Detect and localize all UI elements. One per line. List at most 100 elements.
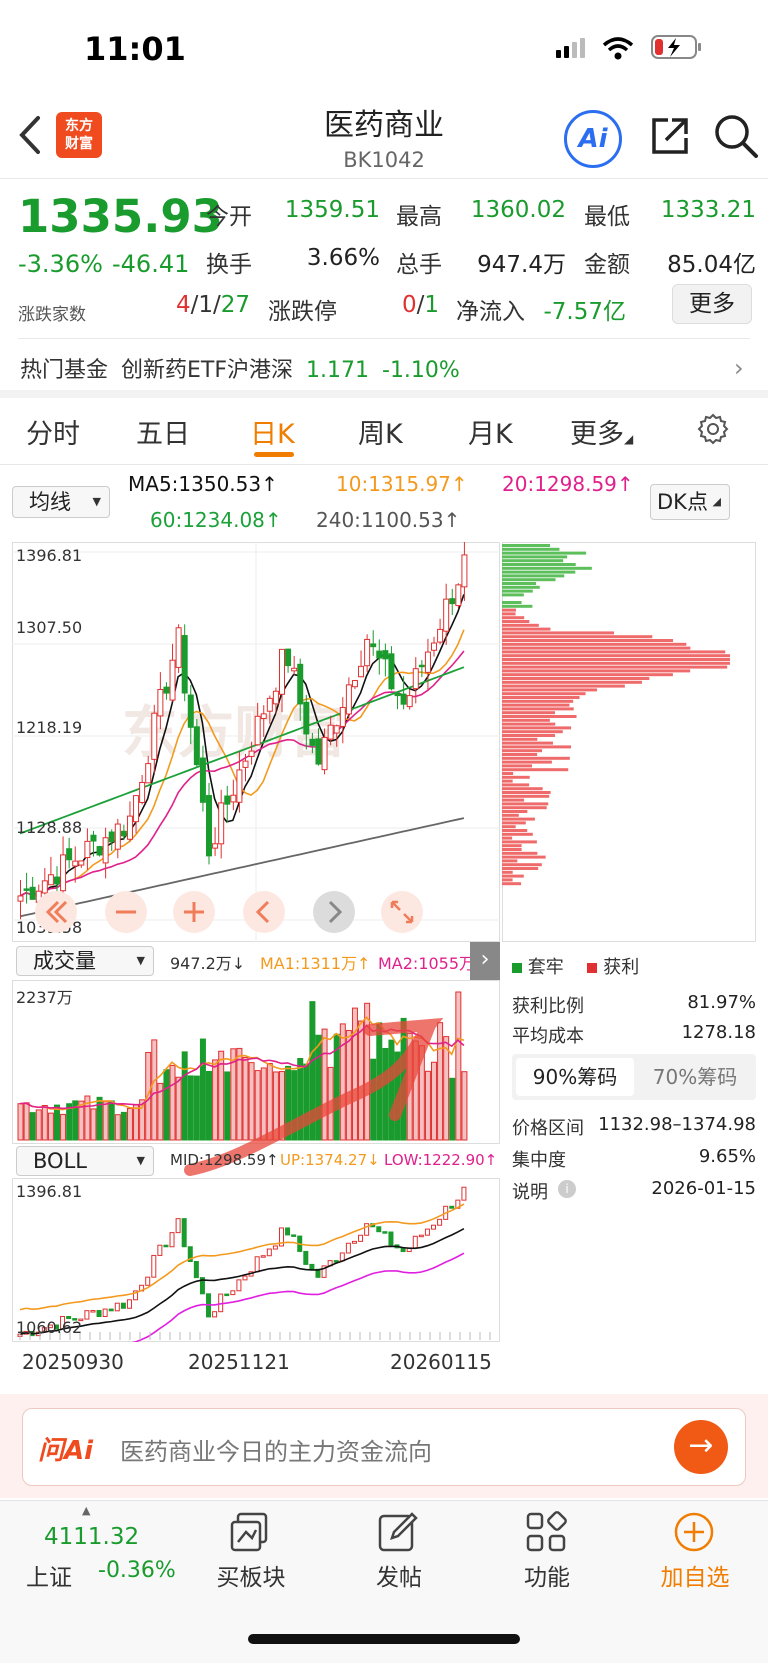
volume-bar <box>206 1070 213 1141</box>
tab-intraday[interactable]: 分时 <box>26 419 80 450</box>
boll-candle <box>53 1324 59 1330</box>
zoom-out-button[interactable] <box>105 891 147 933</box>
boll-candle <box>90 1310 96 1313</box>
candle-body <box>230 794 237 803</box>
tab-daily-k[interactable]: 日K <box>250 419 295 450</box>
tab-more[interactable]: 更多◢ <box>570 419 634 450</box>
chip-bar <box>502 688 597 692</box>
nav-functions[interactable]: 功能 <box>524 1565 570 1591</box>
step-forward-button[interactable] <box>313 891 355 933</box>
volume-max-label: 2237万 <box>16 988 73 1007</box>
zoom-in-button[interactable] <box>173 891 215 933</box>
add-circle-icon[interactable] <box>672 1510 716 1554</box>
boll-candle <box>437 1218 443 1226</box>
boll-candle <box>169 1232 175 1248</box>
divider <box>0 178 768 179</box>
index-value[interactable]: 4111.32 <box>44 1524 140 1550</box>
index-name[interactable]: 上证 <box>26 1565 72 1591</box>
chip-bar <box>502 601 522 604</box>
candle-body <box>60 854 67 892</box>
candle-body <box>431 642 438 651</box>
chip-bar <box>502 855 546 859</box>
volume-bar <box>139 1099 146 1141</box>
more-button[interactable]: 更多 <box>672 284 752 324</box>
chip-bar <box>502 844 522 848</box>
avg-cost-value: 1278.18 <box>681 1022 756 1043</box>
volume-bar <box>443 1036 450 1141</box>
volume-bar <box>339 1023 346 1141</box>
back-icon[interactable] <box>16 110 46 160</box>
ma-selector[interactable]: 均线 ▼ <box>12 486 110 518</box>
chip-bar <box>502 677 650 680</box>
info-icon[interactable]: i <box>558 1180 576 1198</box>
volume-bar <box>35 1109 42 1141</box>
volume-bar <box>175 1076 182 1141</box>
boll-up: UP:1374.27↓ <box>280 1151 380 1169</box>
chevron-right-icon[interactable]: › <box>734 354 744 382</box>
chip-bar <box>502 585 540 589</box>
dk-selector[interactable]: DK点 ◢ <box>650 484 730 520</box>
arrow-right-icon[interactable]: → <box>674 1420 728 1474</box>
fullscreen-button[interactable] <box>381 891 423 933</box>
ask-ai-input[interactable] <box>22 1408 746 1486</box>
chip-tab-90[interactable]: 90%筹码 <box>516 1058 634 1096</box>
avg-cost-label: 平均成本 <box>512 1026 584 1047</box>
chip-bar <box>502 760 552 764</box>
boll-candle <box>47 1324 53 1329</box>
boll-candle <box>199 1277 205 1295</box>
nav-add-watchlist[interactable]: 加自选 <box>660 1565 730 1591</box>
chip-tab-70[interactable]: 70%筹码 <box>652 1065 738 1089</box>
boll-candle <box>418 1234 424 1238</box>
chip-bar <box>502 661 730 665</box>
candle-body <box>212 843 219 849</box>
chip-bar <box>502 787 543 791</box>
chip-bar <box>502 813 519 817</box>
grid-icon[interactable] <box>524 1510 568 1554</box>
fast-back-button[interactable] <box>35 891 77 933</box>
candle-body <box>388 653 395 690</box>
boll-candle <box>358 1234 364 1242</box>
search-icon[interactable] <box>712 112 760 160</box>
boll-candle <box>230 1290 236 1296</box>
index-pct[interactable]: -0.36% <box>98 1558 176 1583</box>
volume-selector[interactable]: 成交量 ▼ <box>16 946 154 976</box>
ma-line <box>19 650 465 897</box>
turnover-value: 3.66% <box>306 245 380 271</box>
nav-post[interactable]: 发帖 <box>376 1565 422 1591</box>
volume-bar <box>345 1029 352 1141</box>
chip-bar <box>502 741 553 745</box>
candle-body <box>394 693 401 697</box>
step-back-button[interactable] <box>243 891 285 933</box>
chart-controls <box>35 891 423 933</box>
hot-fund-row[interactable]: 热门基金 创新药ETF沪港深 1.171 -1.10% <box>20 352 460 384</box>
note-label: 说明 <box>512 1182 548 1203</box>
edit-icon[interactable] <box>376 1510 420 1554</box>
nav-buy-sector[interactable]: 买板块 <box>216 1565 286 1591</box>
share-icon[interactable] <box>648 114 692 158</box>
candle-body <box>278 648 285 695</box>
change-amount: -46.41 <box>112 250 190 278</box>
y-axis-label: 1307.50 <box>16 618 83 637</box>
tab-weekly-k[interactable]: 周K <box>358 419 403 450</box>
volume-bar <box>169 1064 176 1141</box>
ai-button[interactable]: Ai <box>564 110 622 168</box>
volume-bar <box>297 1058 304 1141</box>
sector-buy-icon[interactable] <box>228 1510 272 1554</box>
volume-bar <box>23 1102 30 1141</box>
candle-body <box>449 598 456 605</box>
ask-ai-placeholder[interactable]: 医药商业今日的主力资金流向 <box>120 1438 432 1466</box>
chevron-right-icon[interactable]: › <box>470 942 500 980</box>
boll-candle <box>236 1279 242 1292</box>
boll-candle <box>285 1227 291 1236</box>
candle-body <box>351 680 358 688</box>
gear-icon[interactable] <box>696 412 730 446</box>
chip-bar <box>502 642 687 646</box>
volume-bar <box>424 1070 431 1141</box>
boll-candle <box>351 1240 357 1244</box>
boll-selector[interactable]: BOLL ▼ <box>16 1146 154 1176</box>
volume-bar <box>133 1104 140 1141</box>
candle-body <box>443 598 450 632</box>
boll-candle <box>175 1218 181 1234</box>
tab-monthly-k[interactable]: 月K <box>468 419 513 450</box>
tab-five-day[interactable]: 五日 <box>136 419 190 450</box>
